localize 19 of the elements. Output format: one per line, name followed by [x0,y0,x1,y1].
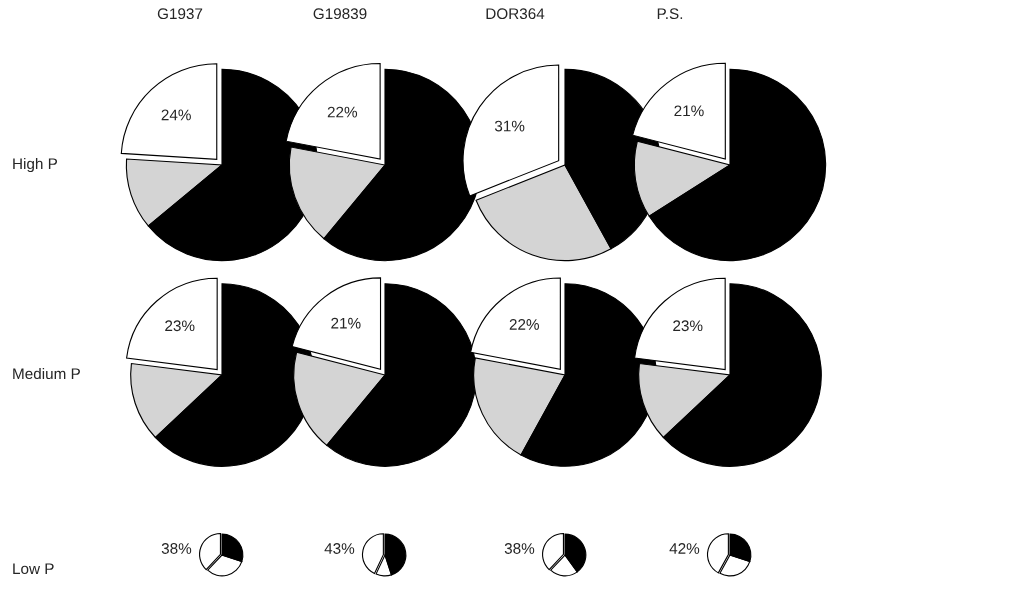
chart-title: P.S. [657,8,683,20]
text: High P [13,157,58,173]
data-label: 24% [161,109,191,121]
data-label: 22% [509,319,540,330]
data-label: 43% [324,543,355,554]
chart-title: G1937 [157,8,203,20]
chart-title: DOR364 [486,8,545,20]
data-label: 38% [504,543,535,554]
data-label: 22% [327,106,358,118]
data-label: 23% [673,320,703,332]
text: Low P [13,563,54,575]
data-label: 31% [494,120,525,132]
data-label: 23% [165,320,195,332]
data-label: 42% [669,543,700,554]
text: Medium P [13,367,80,380]
data-label: 38% [161,543,192,554]
data-label: 21% [331,317,361,329]
chart-title: G19839 [313,8,367,20]
data-label: 21% [674,105,704,117]
